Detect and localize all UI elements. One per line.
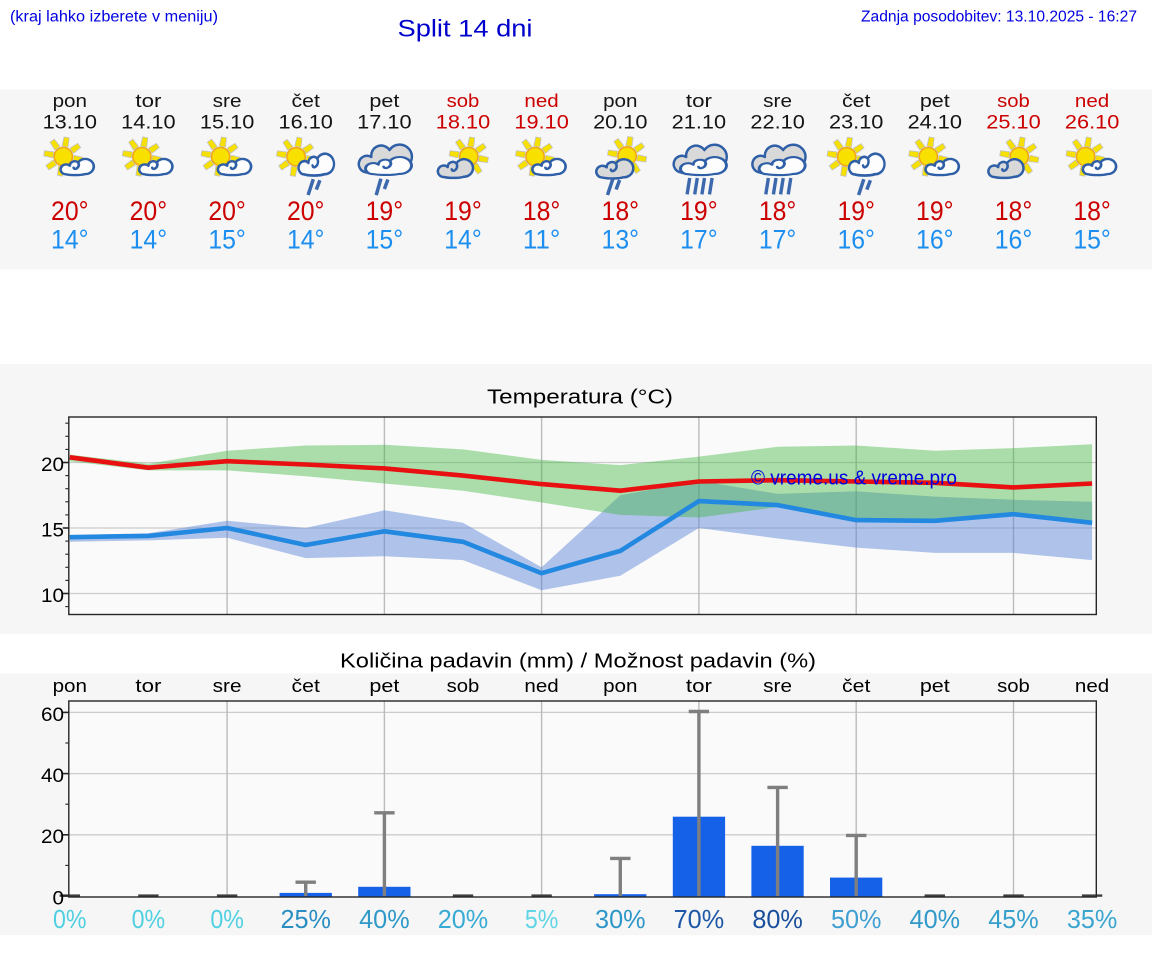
svg-text:18.10: 18.10: [436, 113, 490, 134]
svg-text:19.10: 19.10: [514, 113, 568, 134]
svg-text:18°: 18°: [995, 196, 1033, 226]
svg-text:19°: 19°: [366, 196, 404, 226]
svg-text:23.10: 23.10: [829, 113, 883, 134]
svg-text:tor: tor: [686, 90, 712, 111]
svg-text:0: 0: [53, 887, 65, 909]
svg-text:15°: 15°: [366, 225, 404, 255]
svg-text:16.10: 16.10: [279, 113, 333, 134]
svg-text:15°: 15°: [208, 225, 246, 255]
svg-text:© vreme.us & vreme.pro: © vreme.us & vreme.pro: [751, 467, 957, 489]
svg-text:Količina padavin (mm) / Možnos: Količina padavin (mm) / Možnost padavin …: [340, 651, 816, 673]
svg-text:18°: 18°: [523, 196, 561, 226]
svg-text:tor: tor: [686, 675, 712, 696]
svg-text:20°: 20°: [130, 196, 168, 226]
svg-text:13.10: 13.10: [43, 113, 97, 134]
svg-text:20°: 20°: [51, 196, 89, 226]
svg-text:11°: 11°: [523, 225, 561, 255]
svg-text:19°: 19°: [837, 196, 875, 226]
svg-text:tor: tor: [135, 675, 161, 696]
svg-text:17°: 17°: [759, 225, 797, 255]
svg-text:čet: čet: [842, 675, 870, 696]
svg-text:18°: 18°: [759, 196, 797, 226]
svg-text:18°: 18°: [1073, 196, 1111, 226]
svg-text:70%: 70%: [674, 906, 725, 934]
svg-text:25%: 25%: [280, 906, 331, 934]
svg-text:20°: 20°: [287, 196, 325, 226]
svg-text:24.10: 24.10: [908, 113, 962, 134]
svg-text:Split 14 dni: Split 14 dni: [398, 16, 533, 43]
svg-text:pon: pon: [603, 675, 637, 696]
svg-text:sre: sre: [213, 90, 242, 111]
svg-text:15°: 15°: [1073, 225, 1111, 255]
svg-text:0%: 0%: [210, 906, 244, 934]
svg-text:20%: 20%: [438, 906, 489, 934]
svg-text:17.10: 17.10: [357, 113, 411, 134]
svg-text:0%: 0%: [53, 906, 87, 934]
svg-text:45%: 45%: [988, 906, 1039, 934]
svg-text:20: 20: [41, 826, 64, 848]
svg-text:(kraj lahko izberete v meniju): (kraj lahko izberete v meniju): [10, 9, 218, 26]
svg-text:40%: 40%: [359, 906, 410, 934]
svg-text:ned: ned: [1075, 90, 1109, 111]
svg-text:40%: 40%: [910, 906, 961, 934]
svg-text:sre: sre: [763, 675, 792, 696]
svg-text:16°: 16°: [916, 225, 954, 255]
svg-text:14°: 14°: [130, 225, 168, 255]
svg-text:20.10: 20.10: [593, 113, 647, 134]
svg-text:16°: 16°: [995, 225, 1033, 255]
svg-text:10: 10: [41, 585, 64, 607]
svg-text:19°: 19°: [680, 196, 718, 226]
svg-text:19°: 19°: [444, 196, 482, 226]
svg-text:sob: sob: [447, 675, 480, 696]
svg-text:ned: ned: [1075, 675, 1109, 696]
svg-text:pon: pon: [53, 90, 87, 111]
svg-text:sre: sre: [763, 90, 792, 111]
svg-text:sob: sob: [447, 90, 480, 111]
svg-text:25.10: 25.10: [986, 113, 1040, 134]
svg-text:13°: 13°: [602, 225, 640, 255]
svg-text:20°: 20°: [208, 196, 246, 226]
svg-text:Zadnja posodobitev: 13.10.2025: Zadnja posodobitev: 13.10.2025 - 16:27: [861, 9, 1137, 26]
svg-text:čet: čet: [292, 90, 320, 111]
svg-text:pet: pet: [920, 90, 950, 111]
svg-text:60: 60: [41, 704, 64, 726]
svg-text:35%: 35%: [1067, 906, 1118, 934]
svg-text:pet: pet: [369, 90, 399, 111]
svg-text:pon: pon: [603, 90, 637, 111]
svg-text:15: 15: [41, 519, 64, 541]
svg-text:pet: pet: [920, 675, 950, 696]
svg-text:26.10: 26.10: [1065, 113, 1119, 134]
svg-text:80%: 80%: [752, 906, 803, 934]
svg-text:pet: pet: [369, 675, 399, 696]
svg-text:22.10: 22.10: [750, 113, 804, 134]
svg-text:30%: 30%: [595, 906, 646, 934]
svg-text:14.10: 14.10: [121, 113, 175, 134]
svg-text:17°: 17°: [680, 225, 718, 255]
svg-text:ned: ned: [524, 675, 558, 696]
svg-text:5%: 5%: [525, 906, 559, 934]
svg-text:50%: 50%: [831, 906, 882, 934]
svg-text:19°: 19°: [916, 196, 954, 226]
svg-text:sob: sob: [997, 90, 1030, 111]
svg-text:14°: 14°: [51, 225, 89, 255]
svg-text:0%: 0%: [132, 906, 166, 934]
svg-text:čet: čet: [292, 675, 320, 696]
svg-text:Temperatura (°C): Temperatura (°C): [487, 387, 673, 409]
svg-text:14°: 14°: [287, 225, 325, 255]
svg-text:40: 40: [41, 765, 64, 787]
svg-text:14°: 14°: [444, 225, 482, 255]
svg-text:21.10: 21.10: [672, 113, 726, 134]
svg-text:20: 20: [41, 454, 64, 476]
svg-text:16°: 16°: [837, 225, 875, 255]
svg-text:sre: sre: [213, 675, 242, 696]
svg-text:čet: čet: [842, 90, 870, 111]
svg-text:tor: tor: [135, 90, 161, 111]
svg-text:15.10: 15.10: [200, 113, 254, 134]
svg-text:18°: 18°: [602, 196, 640, 226]
svg-text:ned: ned: [524, 90, 558, 111]
svg-text:sob: sob: [997, 675, 1030, 696]
svg-text:pon: pon: [53, 675, 87, 696]
